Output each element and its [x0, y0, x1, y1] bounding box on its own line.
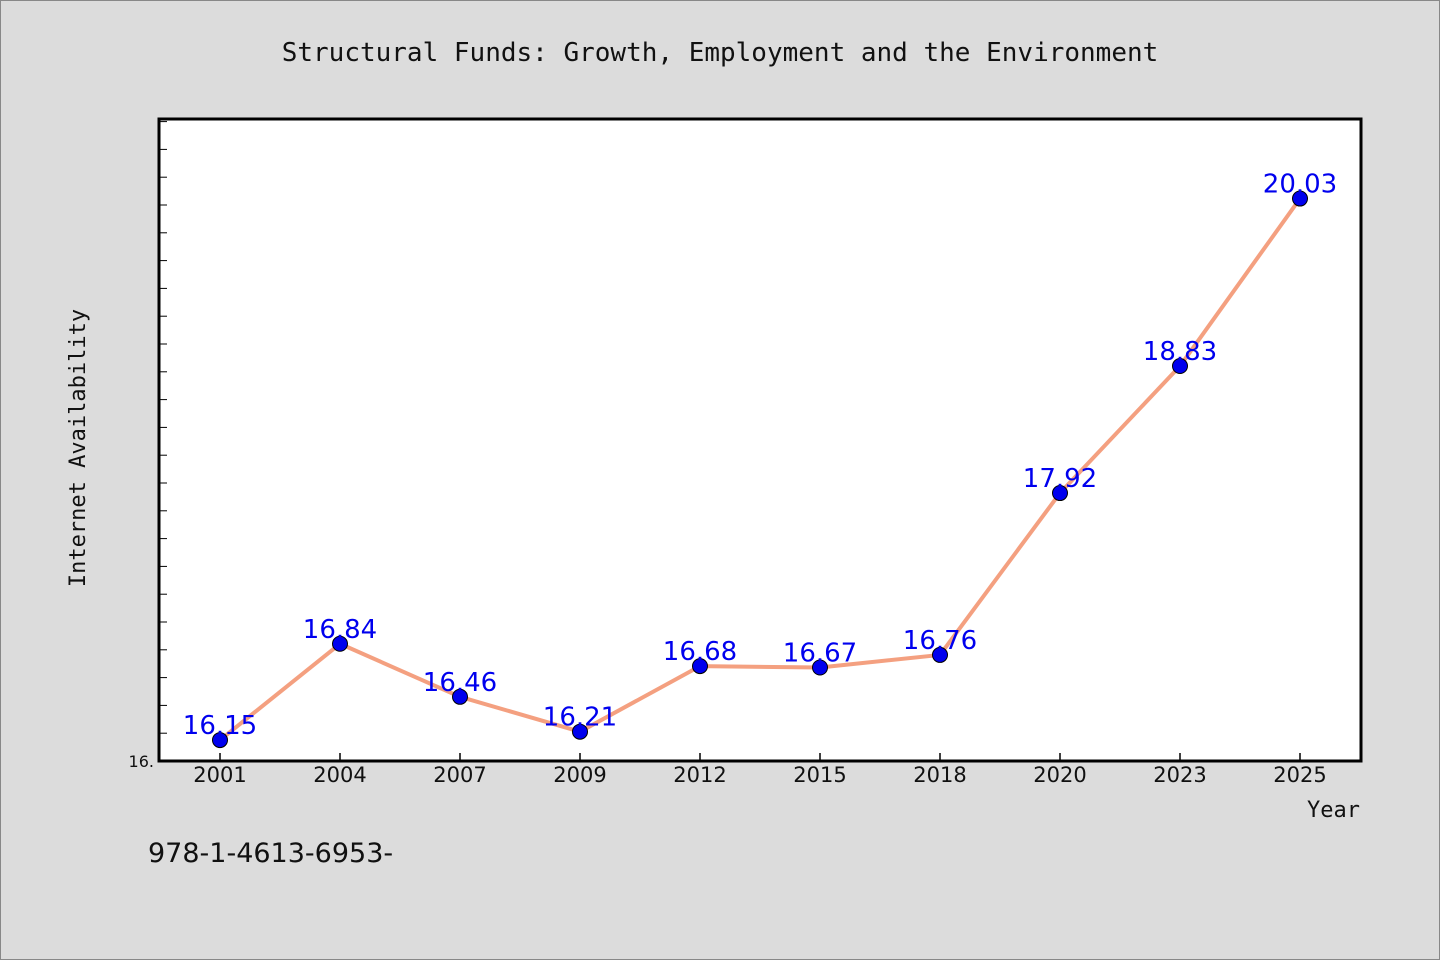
x-tick-label: 2001 — [193, 763, 246, 787]
data-label: 16.15 — [183, 711, 257, 741]
data-label: 16.46 — [423, 668, 497, 698]
data-point — [692, 658, 708, 675]
x-tick-label: 2012 — [673, 763, 726, 787]
data-label: 16.84 — [303, 615, 377, 645]
x-tick-label: 2023 — [1153, 763, 1206, 787]
series-line — [218, 197, 1302, 742]
x-tick-label: 2009 — [553, 763, 606, 787]
data-label: 16.67 — [783, 638, 857, 668]
x-axis-label: Year — [1307, 798, 1360, 823]
data-label: 18.83 — [1143, 337, 1217, 367]
x-tick-label: 2007 — [433, 763, 486, 787]
data-point — [212, 732, 228, 749]
plot-area — [157, 117, 1363, 763]
data-label: 20.03 — [1263, 170, 1337, 200]
series-layer: 16.15 16.84 16.46 16.21 16.68 16.67 16.76 17.92… — [183, 170, 1337, 749]
x-tick-label: 2025 — [1273, 763, 1326, 787]
data-point — [1172, 358, 1188, 375]
x-tick-label: 2020 — [1033, 763, 1086, 787]
chart-title: Structural Funds: Growth, Employment and… — [282, 38, 1159, 68]
data-point — [332, 635, 348, 652]
data-point — [572, 723, 588, 740]
y-tick-label: 16. — [129, 752, 154, 771]
data-point — [812, 659, 828, 676]
data-label: 16.76 — [903, 626, 977, 656]
x-tick-label: 2004 — [313, 763, 366, 787]
x-tick-label: 2018 — [913, 763, 966, 787]
data-point — [932, 646, 948, 663]
data-point — [452, 688, 468, 705]
y-axis-label: Internet Availability — [66, 309, 91, 587]
data-label: 16.68 — [663, 637, 737, 667]
data-label: 16.21 — [543, 703, 617, 733]
x-axis-ticks: 2001 2004 2007 2009 2012 2015 2018 2020 2023 2025 — [193, 753, 1327, 787]
data-label: 17.92 — [1023, 464, 1097, 494]
footer-isbn: 978-1-4613-6953- — [148, 838, 393, 869]
data-point — [1292, 190, 1308, 207]
y-axis-ticks: 16. — [129, 121, 167, 771]
x-tick-label: 2015 — [793, 763, 846, 787]
data-point — [1052, 485, 1068, 502]
